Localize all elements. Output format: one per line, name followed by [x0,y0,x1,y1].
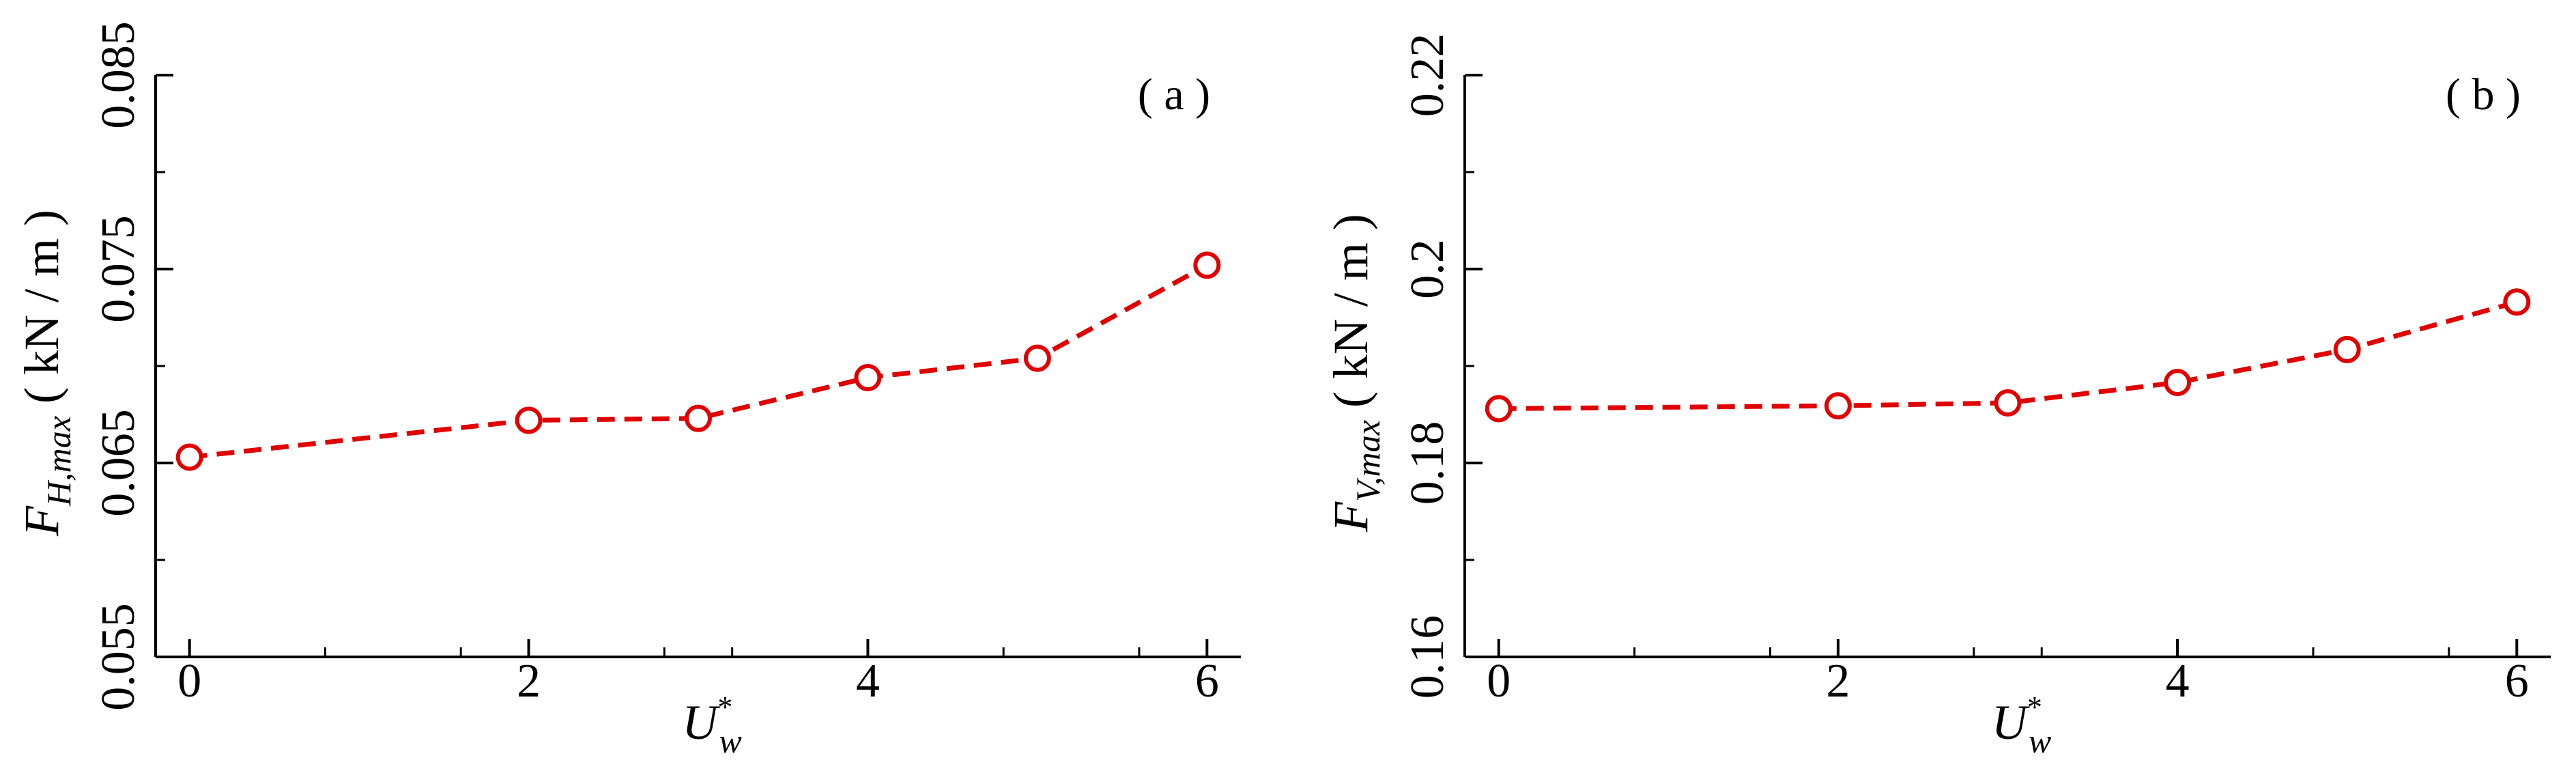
x-axis-label-subscript: w [2029,722,2051,760]
panel-label: ( a ) [1138,70,1210,120]
y-tick-label: 0.075 [92,215,145,323]
data-point [1485,395,1513,423]
y-tick-label: 0.085 [92,21,145,129]
x-tick-label: 2 [1826,655,1850,707]
y-axis-label-subscript: V,max [1349,420,1387,502]
y-axis-label-unit: ( kN / m ) [1323,214,1378,420]
data-point [1193,251,1221,279]
y-tick-label: 0.16 [1401,615,1454,699]
y-tick-label: 0.22 [1401,33,1454,117]
data-point [175,443,203,471]
data-point [515,406,543,434]
x-tick-label: 6 [2505,655,2529,707]
x-tick-label: 4 [856,655,880,707]
panel-label: ( b ) [2446,70,2521,120]
x-tick-label: 4 [2166,655,2190,707]
y-axis-label-symbol: F [14,505,69,537]
data-point [1023,344,1051,372]
x-axis-label-symbol: U [1992,695,2030,750]
data-point [854,364,882,392]
data-point [2164,369,2192,397]
x-axis-label-superscript: * [2027,690,2042,724]
panel-a: 0 2 4 6 0.055 0.065 0.075 0.085 FH,max ( kN / m … [14,21,1241,760]
x-axis-label-symbol: U [682,695,720,750]
x-tick-label: 0 [177,655,201,707]
x-axis-label-subscript: w [719,722,741,760]
series-line [189,263,1208,460]
data-point [1824,392,1852,420]
x-axis-label: U* w [1992,690,2051,760]
series-line [1498,299,2518,411]
data-point [685,404,712,432]
x-axis-label: U* w [682,690,741,760]
y-tick-label: 0.2 [1401,239,1454,299]
y-axis-label: FH,max ( kN / m ) [14,210,78,537]
x-axis-label-superscript: * [717,690,732,724]
x-tick-label: 0 [1487,655,1511,707]
data-point [1994,389,2022,417]
y-axis-label-symbol: F [1323,501,1378,533]
y-tick-label: 0.18 [1401,421,1454,505]
data-point [2503,288,2531,316]
y-axis-label-unit: ( kN / m ) [14,210,69,416]
y-axis-label: FV,max ( kN / m ) [1323,214,1387,533]
y-tick-label: 0.065 [92,409,145,517]
data-point [2333,335,2361,363]
x-tick-label: 6 [1195,655,1219,707]
y-axis-label-subscript: H,max [40,416,78,507]
panel-b: 0 2 4 6 0.16 0.18 0.2 0.22 FV,max ( kN / m ) U* w (… [1323,33,2551,760]
x-tick-label: 2 [517,655,541,707]
y-tick-label: 0.055 [92,603,145,711]
